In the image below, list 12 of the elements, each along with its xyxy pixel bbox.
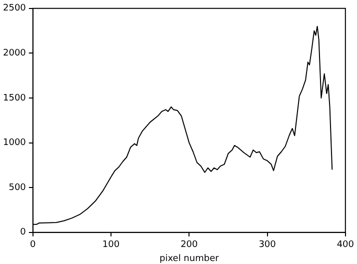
x-tick-label: 200: [180, 240, 198, 250]
y-tick-label: 2000: [3, 48, 26, 59]
y-tick-label: 1000: [3, 138, 26, 148]
x-tick-label: 100: [102, 240, 120, 250]
y-tick-label: 0: [20, 228, 26, 238]
y-tick-label: 1500: [3, 93, 26, 104]
y-tick-label: 500: [8, 182, 26, 193]
x-tick-label: 0: [30, 240, 36, 250]
y-tick-label: 2500: [3, 4, 26, 14]
x-tick-label: 400: [336, 240, 354, 250]
x-axis-title: pixel number: [160, 254, 220, 264]
x-tick-label: 300: [258, 240, 276, 250]
